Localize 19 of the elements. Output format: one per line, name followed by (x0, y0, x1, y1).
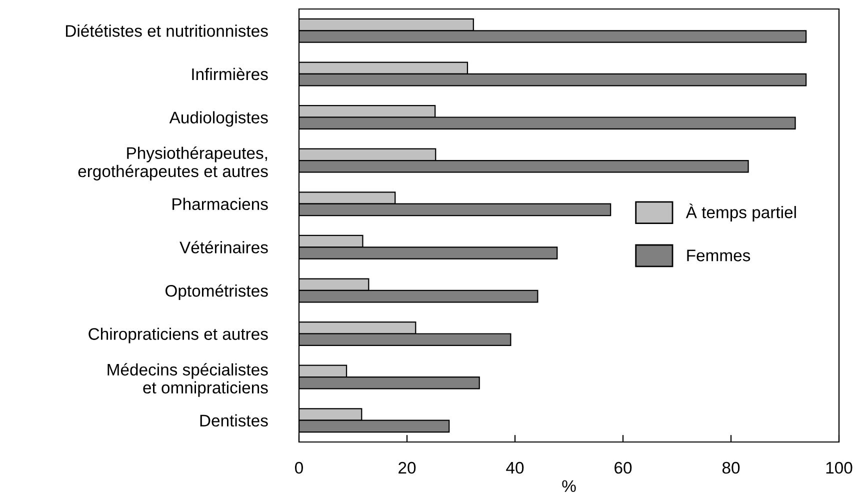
x-tick-label: 60 (614, 462, 632, 474)
y-tick-label: Vétérinaires (180, 240, 268, 254)
legend-label: Femmes (687, 250, 750, 262)
legend-label: À temps partiel (686, 204, 796, 222)
y-tick-label: Dentistes (200, 414, 268, 427)
y-tick-label: Infirmières (192, 68, 268, 80)
x-tick-label: 0 (295, 462, 303, 474)
x-axis-title: % (562, 480, 576, 492)
y-tick-label: Audiologistes (169, 111, 268, 127)
x-tick-label: 40 (506, 462, 524, 474)
x-tick-label: 80 (722, 462, 740, 474)
y-tick-label: Pharmaciens (172, 198, 268, 210)
y-tick-label: Médecins spécialistes et omnipraticiens (108, 363, 268, 397)
x-tick-label: 20 (398, 462, 416, 474)
y-tick-label: Diététistes et nutritionnistes (66, 24, 268, 37)
y-tick-label: Optométristes (166, 284, 268, 300)
x-tick-label: 100 (826, 462, 852, 474)
y-tick-label: Physiothérapeutes, ergothérapeutes et autres (78, 146, 268, 180)
y-tick-label: Chiropraticiens et autres (88, 328, 268, 344)
